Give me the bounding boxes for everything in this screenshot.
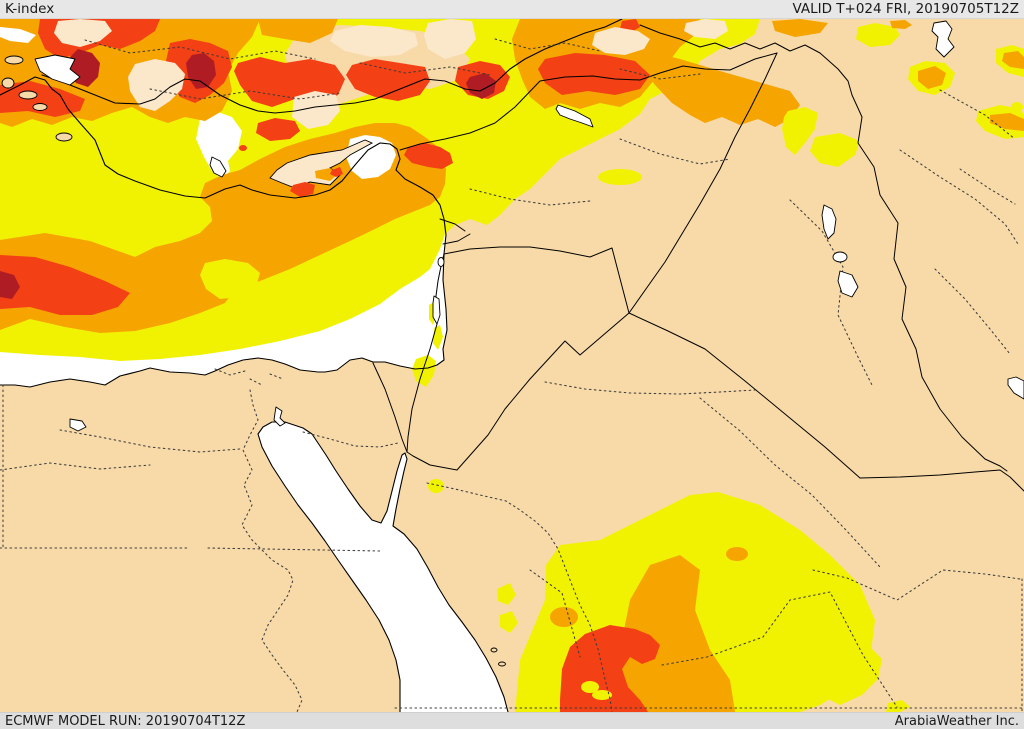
lake-tharthar — [821, 204, 837, 240]
kindex-contours — [0, 19, 1024, 712]
provider-label: ArabiaWeather Inc. — [894, 713, 1019, 729]
weather-map-canvas — [0, 19, 1024, 712]
page-title: K-index — [5, 1, 55, 17]
bitter-lakes — [273, 406, 286, 427]
footer-bar: ECMWF MODEL RUN: 20190704T12Z ArabiaWeat… — [0, 712, 1024, 729]
nile-river — [241, 389, 303, 712]
lakes — [0, 20, 1024, 667]
red-sea — [258, 422, 508, 712]
admin-borders — [0, 38, 1024, 712]
sea-of-marmara — [34, 54, 81, 86]
black-sea-coast — [41, 19, 623, 114]
valid-time-label: VALID T+024 FRI, 20190705T12Z — [792, 1, 1019, 17]
lake-urmia — [931, 20, 955, 58]
persian-gulf-tip — [1007, 376, 1024, 400]
model-run-label: ECMWF MODEL RUN: 20190704T12Z — [5, 713, 246, 729]
header-bar: K-index VALID T+024 FRI, 20190705T12Z — [0, 0, 1024, 19]
kindex-map-svg — [0, 19, 1024, 712]
aegean-island — [4, 55, 24, 65]
country-borders — [372, 24, 1024, 492]
dead-sea — [432, 295, 441, 325]
lake-assad — [555, 104, 594, 128]
lake-tuz — [209, 156, 227, 178]
sea-of-galilee — [437, 257, 445, 267]
